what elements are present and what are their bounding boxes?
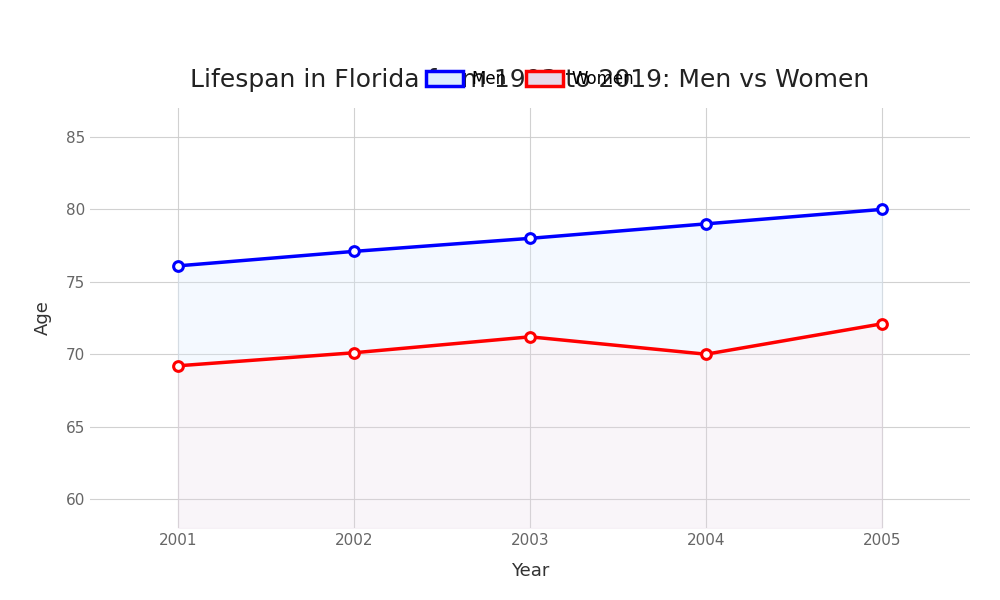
X-axis label: Year: Year — [511, 562, 549, 580]
Title: Lifespan in Florida from 1993 to 2019: Men vs Women: Lifespan in Florida from 1993 to 2019: M… — [190, 68, 870, 92]
Legend: Men, Women: Men, Women — [418, 62, 642, 97]
Y-axis label: Age: Age — [34, 301, 52, 335]
